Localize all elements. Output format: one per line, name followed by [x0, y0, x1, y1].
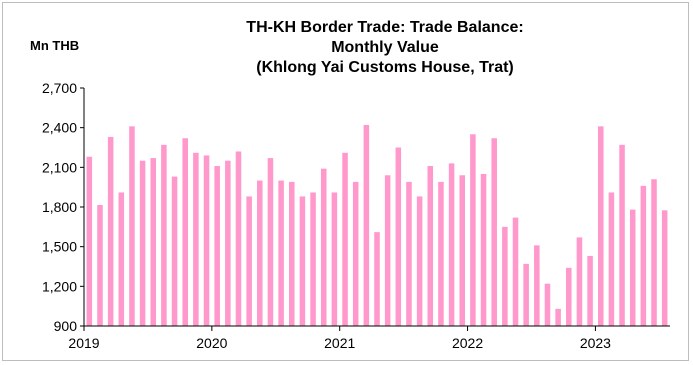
x-tick-label: 2021 [324, 335, 355, 351]
bar-53 [640, 185, 647, 326]
bars-group [86, 125, 668, 327]
bar-1 [86, 156, 93, 326]
bar-52 [629, 209, 636, 326]
bar-37 [470, 134, 476, 326]
bar-42 [523, 263, 529, 326]
bar-32 [416, 196, 423, 326]
bar-47 [576, 237, 583, 326]
bar-8 [161, 144, 167, 326]
bar-3 [107, 136, 114, 326]
bar-14 [225, 160, 231, 326]
y-axis-ticks: 2,700 2,400 2,100 1,800 1,500 1,200 900 [42, 80, 84, 334]
bar-24 [331, 192, 338, 326]
bar-20 [288, 181, 295, 326]
x-tick-label: 2019 [68, 335, 99, 351]
bar-50 [608, 192, 615, 326]
bar-27 [363, 125, 370, 327]
bar-41 [512, 217, 519, 326]
bar-39 [491, 138, 497, 326]
y-tick-label: 1,500 [42, 239, 77, 255]
bar-13 [214, 166, 220, 326]
bar-36 [459, 175, 466, 326]
bar-19 [278, 180, 284, 326]
x-tick-label: 2023 [580, 335, 611, 351]
bar-46 [566, 267, 572, 326]
bar-48 [587, 255, 593, 326]
y-tick-label: 1,800 [42, 199, 77, 215]
bar-4 [118, 192, 125, 326]
x-tick-label: 2022 [452, 335, 483, 351]
chart-title-line-3: (Khlong Yai Customs House, Trat) [256, 59, 514, 76]
bar-22 [310, 192, 316, 326]
bar-55 [661, 210, 668, 326]
bar-33 [427, 166, 434, 326]
bar-29 [384, 175, 391, 326]
bar-23 [320, 168, 327, 326]
y-tick-label: 2,100 [42, 159, 77, 175]
bar-5 [129, 126, 135, 326]
bar-26 [352, 181, 359, 326]
bar-35 [448, 163, 455, 326]
chart-title-line-1: TH-KH Border Trade: Trade Balance: [246, 19, 523, 36]
bar-54 [651, 179, 657, 326]
chart-title-line-2: Monthly Value [331, 39, 439, 56]
bar-17 [257, 180, 263, 326]
y-tick-label: 900 [54, 318, 78, 334]
bar-34 [438, 181, 444, 326]
bar-45 [555, 308, 561, 326]
x-axis-ticks: 2019 2020 2021 2022 2023 [68, 326, 611, 351]
bar-25 [342, 152, 348, 326]
bar-6 [139, 160, 146, 326]
bar-51 [619, 144, 625, 326]
bar-28 [374, 232, 380, 326]
y-tick-label: 2,700 [42, 80, 77, 96]
bar-11 [193, 152, 199, 326]
bar-2 [97, 205, 103, 326]
bar-38 [480, 173, 487, 326]
bar-31 [406, 181, 412, 326]
y-axis-unit-label: Mn THB [30, 38, 79, 53]
x-tick-label: 2020 [196, 335, 227, 351]
bar-12 [203, 155, 210, 326]
bar-16 [246, 196, 252, 326]
y-tick-label: 1,200 [42, 278, 77, 294]
bar-7 [150, 158, 157, 326]
bar-43 [534, 245, 540, 326]
y-tick-label: 2,400 [42, 120, 77, 136]
bar-18 [267, 158, 274, 326]
chart-frame [2, 2, 689, 361]
bar-44 [544, 283, 551, 326]
bar-9 [171, 176, 178, 326]
bar-49 [597, 126, 604, 326]
bar-30 [395, 147, 402, 326]
bar-15 [235, 151, 242, 326]
bar-40 [502, 226, 508, 326]
bar-21 [299, 196, 306, 326]
bar-10 [182, 138, 188, 326]
